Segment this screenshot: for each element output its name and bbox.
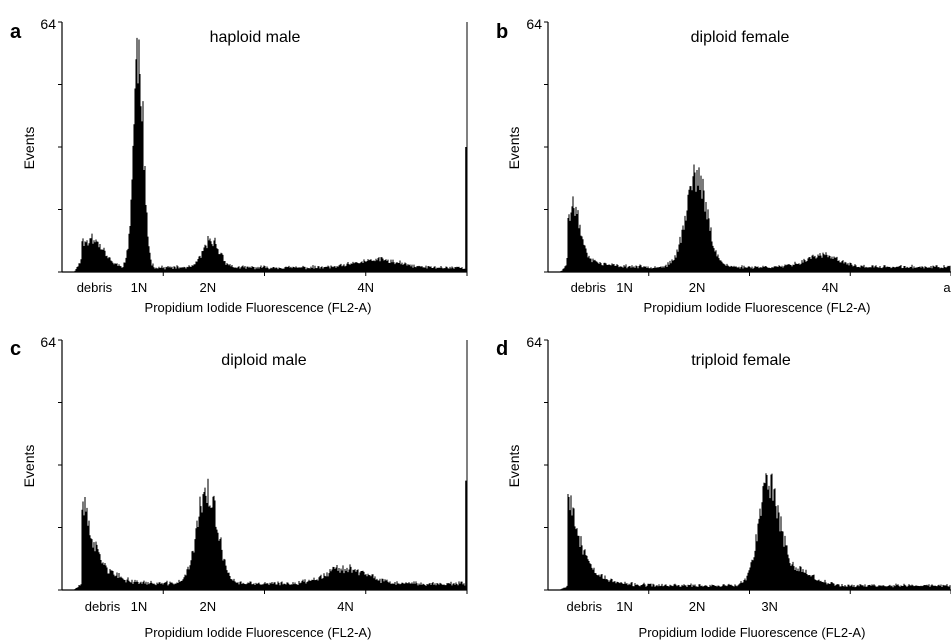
panel-a: a 64 haploid male Events debris 1N 2N 4N Propidi… [10,16,468,315]
x-axis-label: Propidium Iodide Fluorescence (FL2-A) [644,300,871,315]
panel-letter: a [10,21,22,43]
histogram-bars [73,478,467,590]
x-tick-label: 2N [199,280,216,295]
y-axis-label: Events [506,127,522,170]
panel-title: triploid female [691,352,791,369]
y-max-tick-label: 64 [40,16,56,32]
x-tick-label: a [943,280,951,295]
panel-title: diploid male [221,352,306,369]
panel-letter: d [496,338,508,360]
x-tick-label: 2N [689,280,706,295]
x-tick-label: debris [77,280,113,295]
panel-title: diploid female [691,29,790,46]
x-tick-label: 1N [131,599,148,614]
x-tick-label: 1N [616,599,633,614]
panel-d: d 64 triploid female Events debris 1N 2N 3N Prop… [496,334,951,640]
x-tick-label: 4N [357,280,374,295]
histogram-bars [73,37,467,272]
panel-letter: b [496,21,508,43]
x-axis-label: Propidium Iodide Fluorescence (FL2-A) [145,625,372,640]
panel-b: b 64 diploid female Events debris 1N 2N 4N a Prop… [496,16,951,315]
histogram-bars [559,164,951,272]
panel-letter: c [10,338,21,360]
y-axis-label: Events [21,127,37,170]
x-axis-label: Propidium Iodide Fluorescence (FL2-A) [639,625,866,640]
x-tick-label: 3N [761,599,778,614]
x-tick-label: 2N [689,599,706,614]
x-axis-label: Propidium Iodide Fluorescence (FL2-A) [145,300,372,315]
x-tick-label: 4N [337,599,354,614]
x-tick-label: 2N [199,599,216,614]
x-tick-label: debris [85,599,121,614]
y-max-tick-label: 64 [526,16,542,32]
x-tick-label: debris [571,280,607,295]
y-max-tick-label: 64 [40,334,56,350]
y-axis-label: Events [21,445,37,488]
x-tick-label: 1N [131,280,148,295]
x-tick-label: 4N [822,280,839,295]
x-tick-label: debris [567,599,603,614]
histogram-bars [559,473,951,590]
y-axis-label: Events [506,445,522,488]
x-tick-label: 1N [616,280,633,295]
panel-c: c 64 diploid male Events debris 1N 2N 4N Propidi… [10,334,468,640]
y-max-tick-label: 64 [526,334,542,350]
panel-title: haploid male [210,29,301,46]
